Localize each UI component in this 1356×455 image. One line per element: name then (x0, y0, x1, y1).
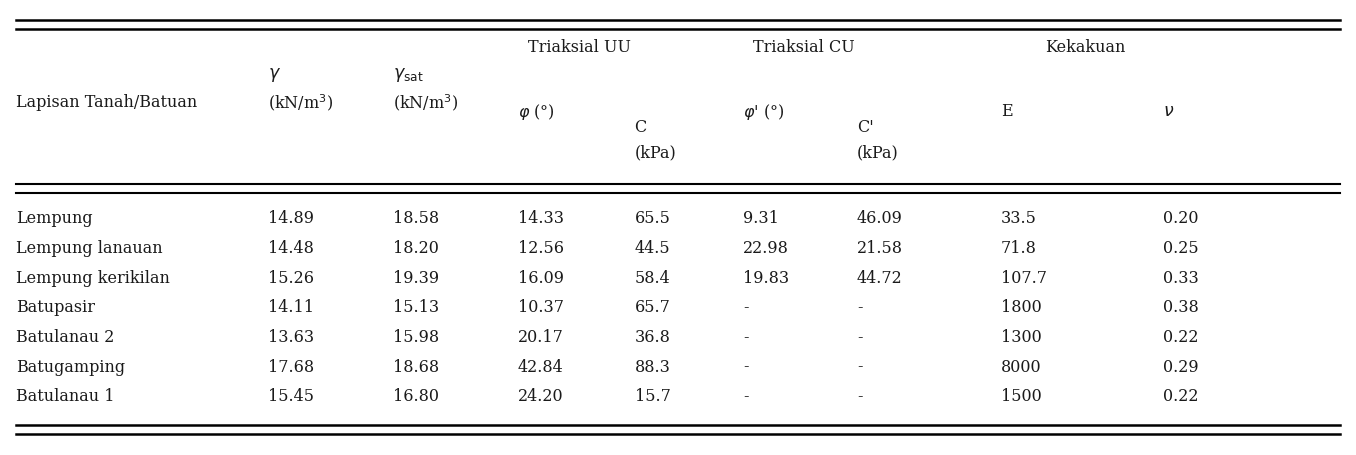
Text: 107.7: 107.7 (1001, 269, 1047, 286)
Text: 18.58: 18.58 (393, 210, 439, 227)
Text: (kN/m$^3$): (kN/m$^3$) (268, 92, 334, 113)
Text: 0.22: 0.22 (1163, 328, 1199, 345)
Text: -: - (857, 328, 862, 345)
Text: 15.13: 15.13 (393, 298, 439, 316)
Text: -: - (857, 387, 862, 404)
Text: 71.8: 71.8 (1001, 239, 1036, 257)
Text: 65.5: 65.5 (635, 210, 670, 227)
Text: 0.38: 0.38 (1163, 298, 1199, 316)
Text: 8000: 8000 (1001, 358, 1041, 375)
Text: Lapisan Tanah/Batuan: Lapisan Tanah/Batuan (16, 94, 198, 111)
Text: 24.20: 24.20 (518, 387, 564, 404)
Text: 14.33: 14.33 (518, 210, 564, 227)
Text: 12.56: 12.56 (518, 239, 564, 257)
Text: Kekakuan: Kekakuan (1044, 39, 1125, 56)
Text: 14.11: 14.11 (268, 298, 315, 316)
Text: 0.33: 0.33 (1163, 269, 1199, 286)
Text: $\varphi$' (°): $\varphi$' (°) (743, 101, 784, 121)
Text: 44.5: 44.5 (635, 239, 670, 257)
Text: $\gamma_\mathrm{sat}$: $\gamma_\mathrm{sat}$ (393, 66, 424, 84)
Text: Lempung lanauan: Lempung lanauan (16, 239, 163, 257)
Text: 18.68: 18.68 (393, 358, 439, 375)
Text: 33.5: 33.5 (1001, 210, 1036, 227)
Text: 15.7: 15.7 (635, 387, 670, 404)
Text: 0.25: 0.25 (1163, 239, 1199, 257)
Text: Batupasir: Batupasir (16, 298, 95, 316)
Text: -: - (743, 298, 749, 316)
Text: 20.17: 20.17 (518, 328, 564, 345)
Text: 16.09: 16.09 (518, 269, 564, 286)
Text: -: - (857, 358, 862, 375)
Text: 14.89: 14.89 (268, 210, 315, 227)
Text: 19.39: 19.39 (393, 269, 439, 286)
Text: 19.83: 19.83 (743, 269, 789, 286)
Text: 44.72: 44.72 (857, 269, 903, 286)
Text: (kN/m$^3$): (kN/m$^3$) (393, 92, 458, 113)
Text: $\varphi$ (°): $\varphi$ (°) (518, 101, 555, 121)
Text: 21.58: 21.58 (857, 239, 903, 257)
Text: Triaksial CU: Triaksial CU (753, 39, 856, 56)
Text: (kPa): (kPa) (857, 144, 899, 161)
Text: 17.68: 17.68 (268, 358, 315, 375)
Text: 1300: 1300 (1001, 328, 1041, 345)
Text: -: - (743, 358, 749, 375)
Text: 13.63: 13.63 (268, 328, 315, 345)
Text: 15.98: 15.98 (393, 328, 439, 345)
Text: 42.84: 42.84 (518, 358, 564, 375)
Text: 1800: 1800 (1001, 298, 1041, 316)
Text: Batulanau 2: Batulanau 2 (16, 328, 115, 345)
Text: Batulanau 1: Batulanau 1 (16, 387, 115, 404)
Text: Lempung kerikilan: Lempung kerikilan (16, 269, 170, 286)
Text: Lempung: Lempung (16, 210, 94, 227)
Text: E: E (1001, 103, 1013, 120)
Text: 14.48: 14.48 (268, 239, 315, 257)
Text: 88.3: 88.3 (635, 358, 670, 375)
Text: -: - (857, 298, 862, 316)
Text: 0.29: 0.29 (1163, 358, 1199, 375)
Text: 15.45: 15.45 (268, 387, 315, 404)
Text: 58.4: 58.4 (635, 269, 670, 286)
Text: $\nu$: $\nu$ (1163, 103, 1174, 120)
Text: 0.22: 0.22 (1163, 387, 1199, 404)
Text: 22.98: 22.98 (743, 239, 789, 257)
Text: Batugamping: Batugamping (16, 358, 125, 375)
Text: C: C (635, 119, 647, 136)
Text: 1500: 1500 (1001, 387, 1041, 404)
Text: 65.7: 65.7 (635, 298, 670, 316)
Text: (kPa): (kPa) (635, 144, 677, 161)
Text: 18.20: 18.20 (393, 239, 439, 257)
Text: C': C' (857, 119, 873, 136)
Text: -: - (743, 328, 749, 345)
Text: 46.09: 46.09 (857, 210, 903, 227)
Text: 36.8: 36.8 (635, 328, 670, 345)
Text: 10.37: 10.37 (518, 298, 564, 316)
Text: -: - (743, 387, 749, 404)
Text: Triaksial UU: Triaksial UU (527, 39, 631, 56)
Text: 16.80: 16.80 (393, 387, 439, 404)
Text: 9.31: 9.31 (743, 210, 778, 227)
Text: 15.26: 15.26 (268, 269, 315, 286)
Text: 0.20: 0.20 (1163, 210, 1199, 227)
Text: $\gamma$: $\gamma$ (268, 66, 282, 84)
